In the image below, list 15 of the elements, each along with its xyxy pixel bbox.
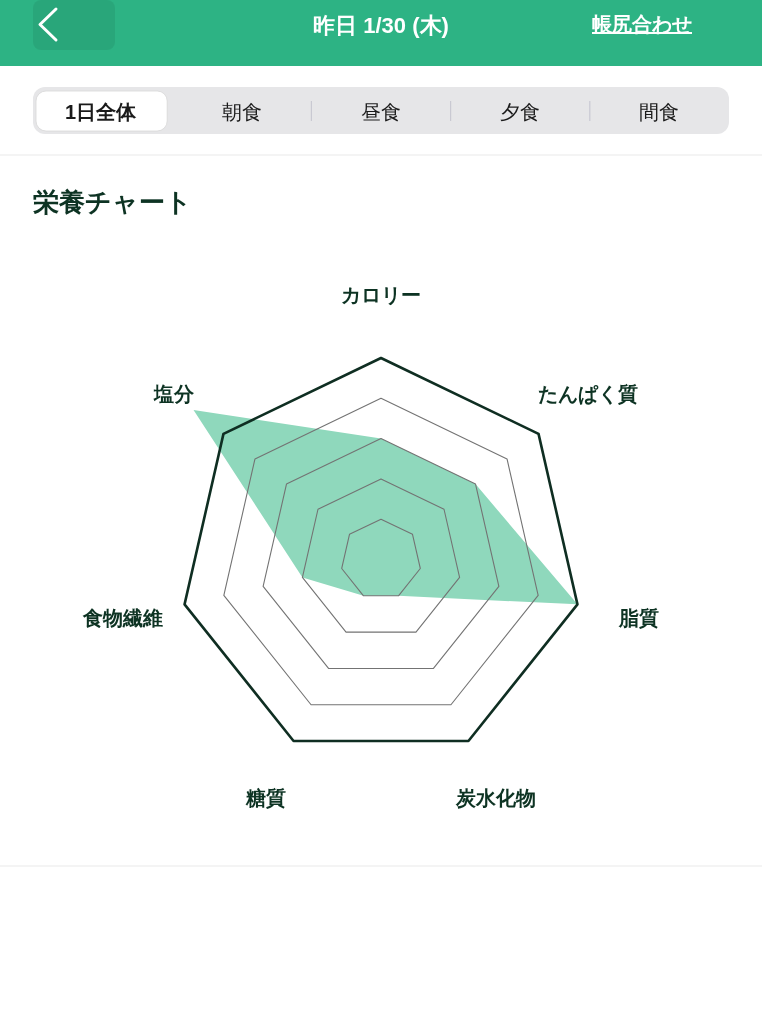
header-action-label: 帳尻合わせ — [592, 13, 692, 35]
category-label: 食物繊維 — [82, 607, 163, 630]
category-label: 炭水化物 — [455, 787, 536, 810]
header-title: 昨日 1/30 (木) — [313, 13, 449, 38]
tab-label: 昼食 — [361, 101, 401, 123]
category-label: 糖質 — [246, 787, 287, 810]
tab-label: 間食 — [639, 101, 680, 123]
category-label: 脂質 — [619, 607, 660, 630]
tab-label: 1日全体 — [65, 101, 137, 123]
tab-label: 朝食 — [221, 101, 262, 123]
category-label: カロリー — [341, 283, 421, 306]
tab-label: 夕食 — [500, 101, 541, 123]
category-label: たんぱく質 — [538, 383, 639, 406]
title: 栄養チャート — [33, 187, 192, 217]
category-label: 塩分 — [153, 383, 194, 406]
